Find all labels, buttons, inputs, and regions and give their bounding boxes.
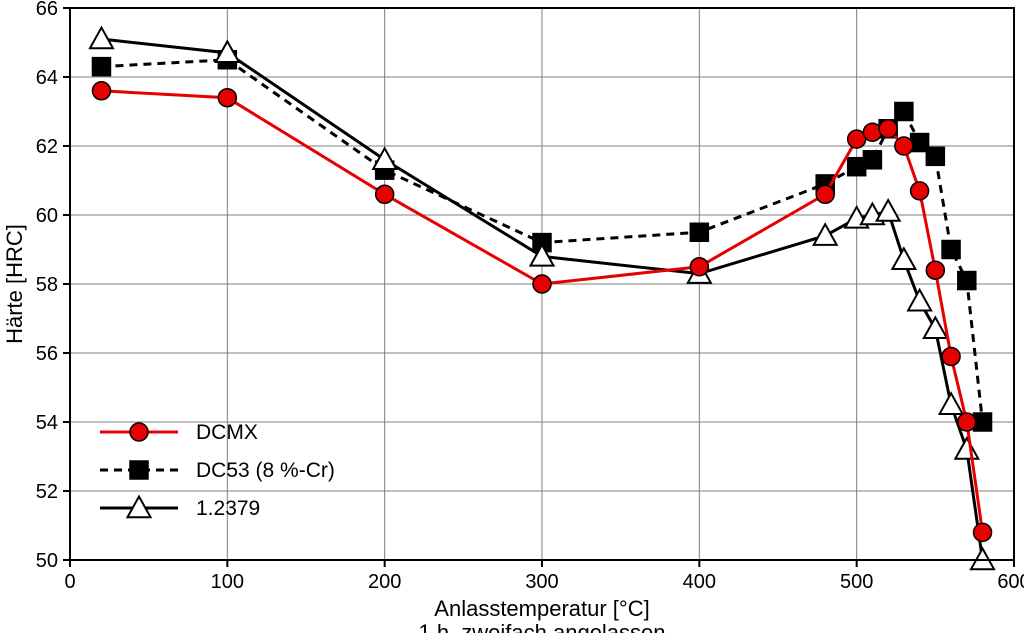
chart-svg: 0 100 200 300 400 500 600 50 52 54 56 58 60 62 64 66 Anl…: [0, 0, 1024, 633]
y-axis-title: Härte [HRC]: [2, 224, 27, 344]
x-axis-title: Anlasstemperatur [°C]: [434, 596, 649, 621]
y-tick-label: 52: [36, 481, 58, 503]
x-tick-label: 300: [525, 571, 558, 593]
legend-label-dcmx: DCMX: [196, 421, 258, 444]
y-tick-label: 54: [36, 412, 58, 434]
y-tick-label: 58: [36, 274, 58, 296]
y-tick-label: 60: [36, 205, 58, 227]
x-axis-subtitle: 1 h, zweifach angelassen: [418, 620, 665, 633]
x-tick-label: 0: [64, 571, 75, 593]
x-tick-label: 100: [211, 571, 244, 593]
legend-label-dc53: DC53 (8 %-Cr): [196, 459, 335, 482]
x-tick-label: 200: [368, 571, 401, 593]
y-tick-label: 56: [36, 343, 58, 365]
y-tick-label: 66: [36, 0, 58, 20]
y-tick-label: 64: [36, 67, 58, 89]
y-tick-label: 50: [36, 550, 58, 572]
legend-label-s12379: 1.2379: [196, 497, 260, 520]
x-tick-label: 600: [997, 571, 1024, 593]
y-tick-label: 62: [36, 136, 58, 158]
x-tick-label: 500: [840, 571, 873, 593]
tempering-hardness-chart: 0 100 200 300 400 500 600 50 52 54 56 58 60 62 64 66 Anl…: [0, 0, 1024, 633]
x-tick-label: 400: [683, 571, 716, 593]
